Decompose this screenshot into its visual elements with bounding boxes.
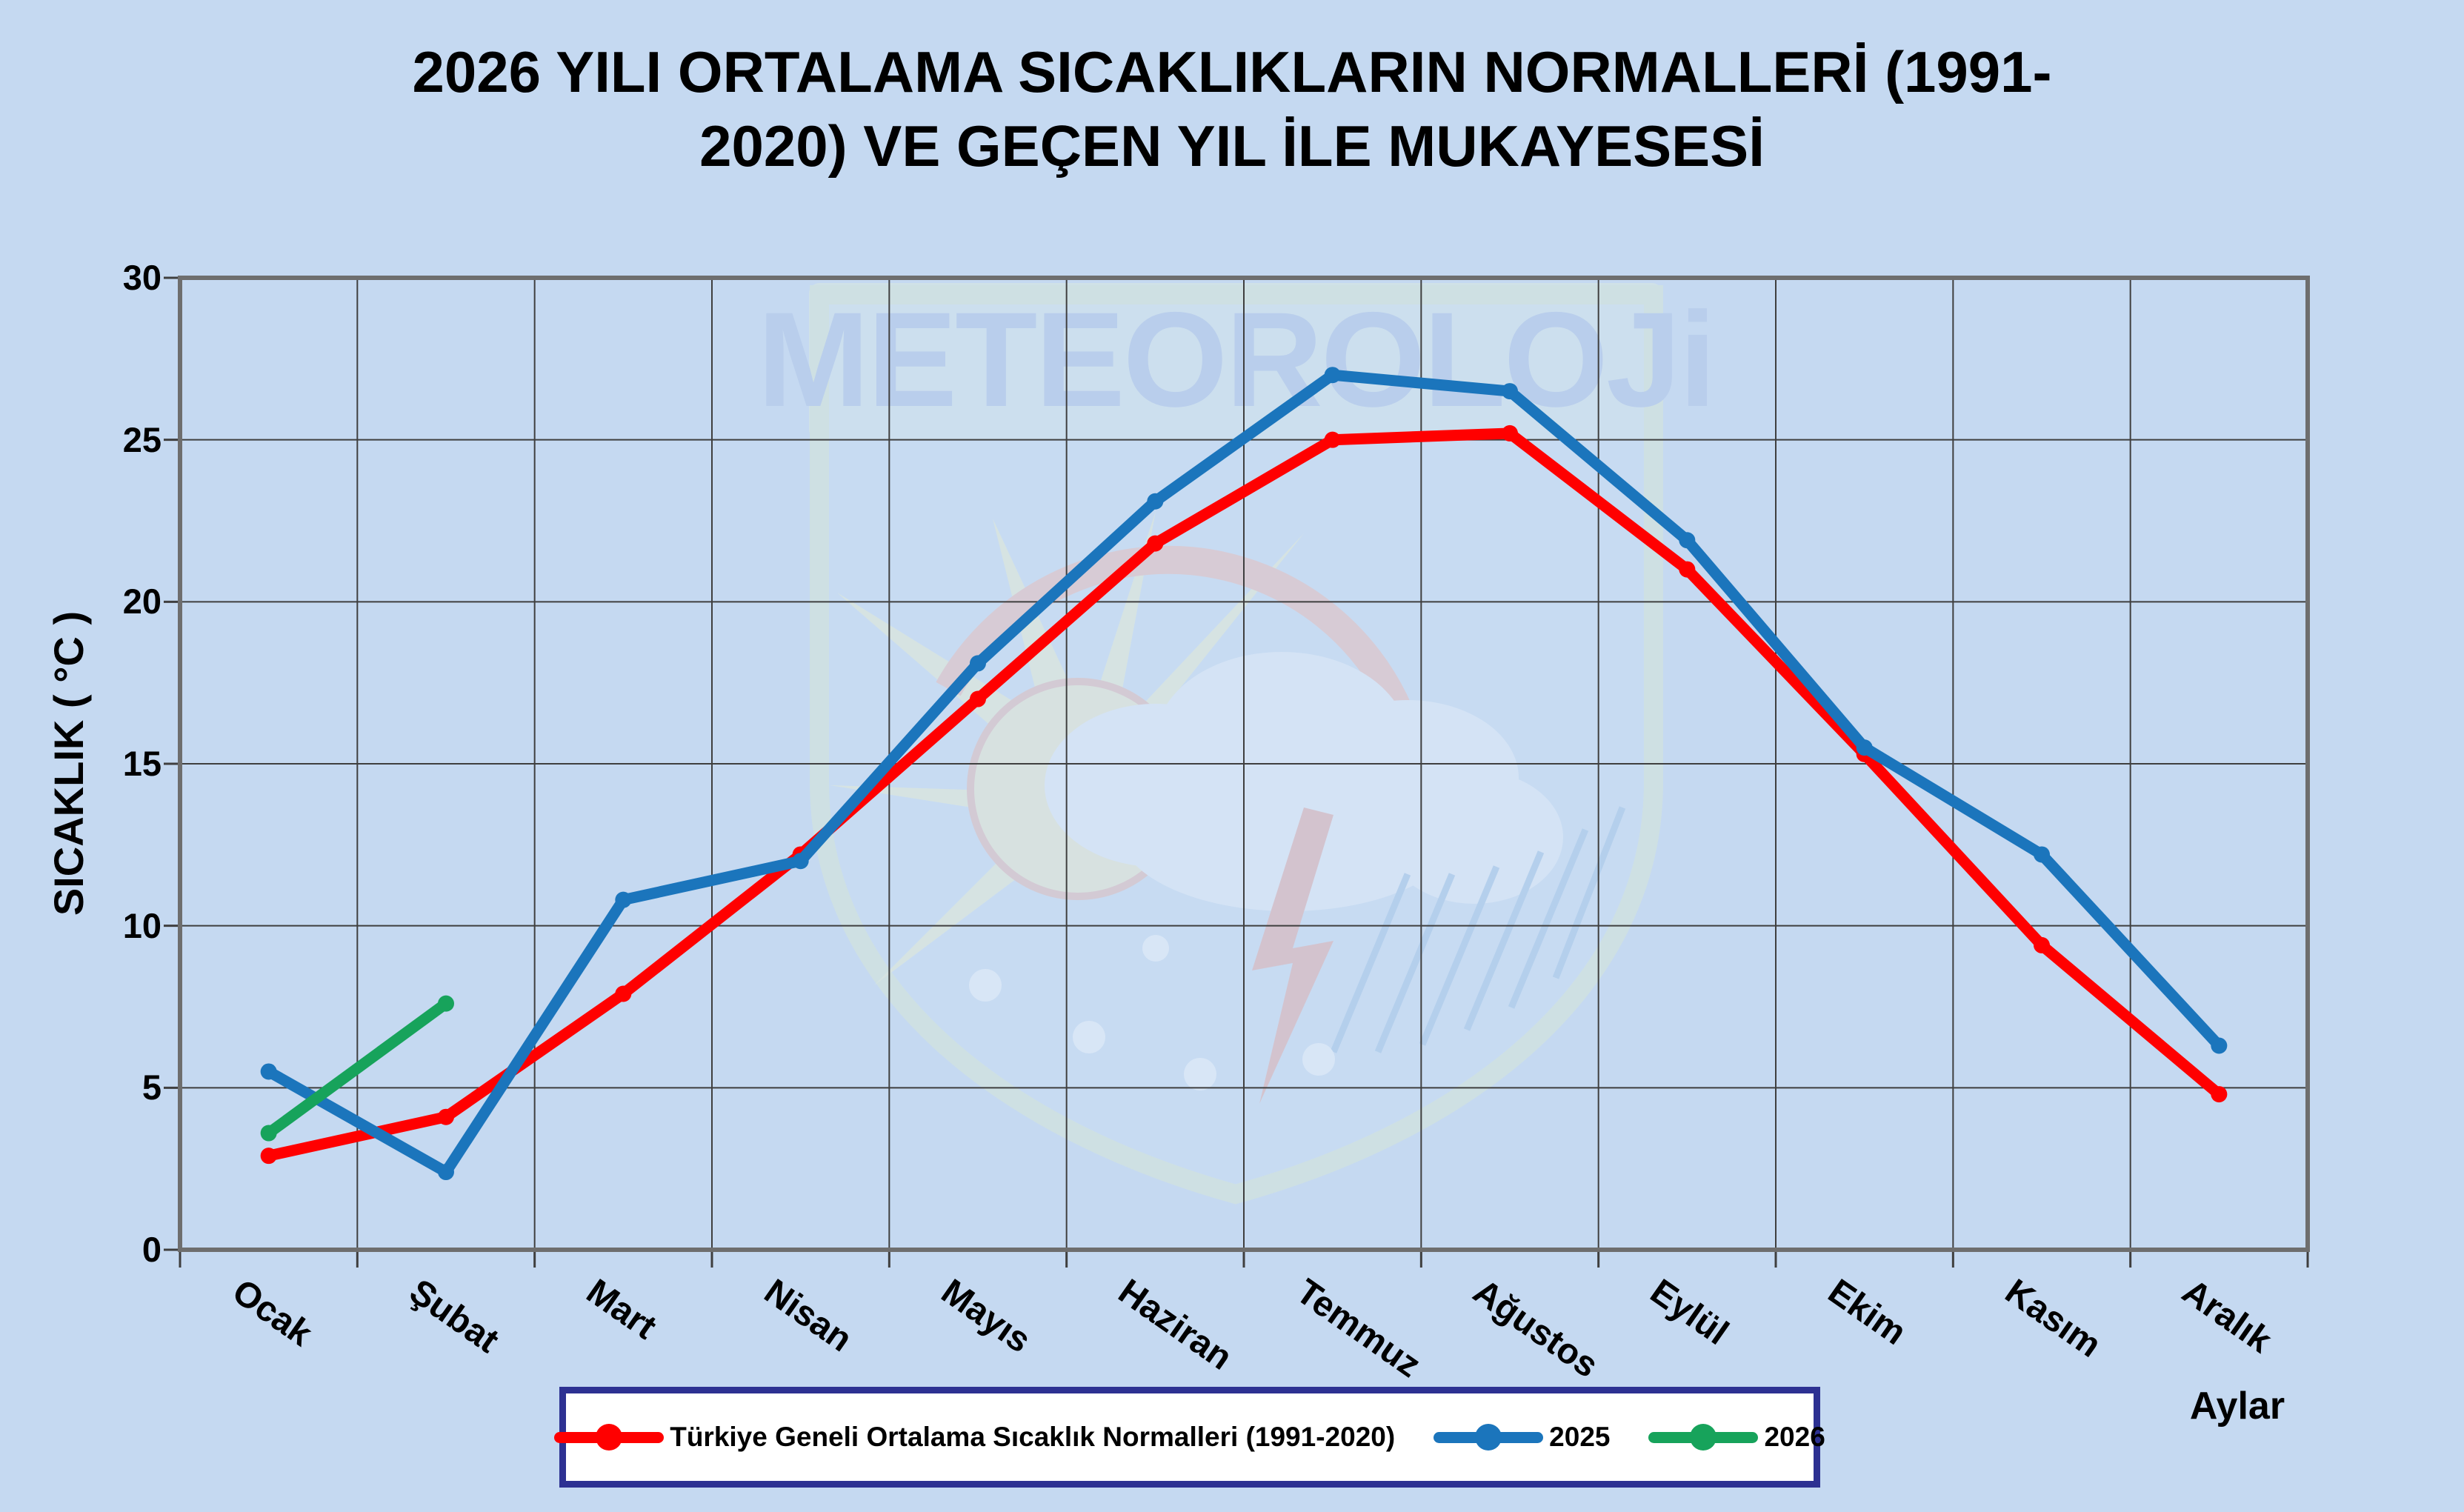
legend-item-normals: Türkiye Geneli Ortalama Sıcaklık Normall… [554, 1422, 1395, 1453]
data-point-marker [438, 1108, 454, 1125]
data-point-marker [615, 891, 632, 908]
data-point-marker [970, 655, 986, 672]
data-point-marker [2034, 846, 2050, 863]
data-point-marker [1147, 493, 1164, 510]
legend-label-2025: 2025 [1549, 1422, 1611, 1452]
data-point-marker [2034, 936, 2050, 953]
y-tick-label: 25 [122, 419, 162, 459]
data-point-marker [260, 1148, 277, 1165]
data-point-marker [438, 1164, 454, 1181]
legend-item-2025: 2025 [1434, 1422, 1610, 1453]
y-tick-label: 5 [141, 1068, 162, 1108]
series-line-normals [263, 427, 2225, 1162]
y-tick-label: 30 [122, 258, 162, 297]
data-point-marker [438, 995, 454, 1012]
watermark-text: METEOROLOJi [757, 284, 1714, 435]
data-point-marker [615, 985, 632, 1002]
legend-item-2026: 2026 [1648, 1422, 1825, 1453]
y-tick-label: 10 [122, 905, 162, 945]
data-point-marker [1502, 424, 1518, 442]
data-point-marker [260, 1063, 277, 1080]
legend: Türkiye Geneli Ortalama Sıcaklık Normall… [554, 1387, 1825, 1488]
y-tick-label: 20 [122, 582, 162, 622]
data-point-marker [1324, 431, 1341, 448]
normals-series-marker-icon [554, 1424, 665, 1451]
data-point-marker [792, 853, 809, 870]
data-point-marker [1856, 739, 1873, 756]
series-line-2025 [263, 369, 2225, 1178]
data-series [260, 367, 2228, 1181]
data-point-marker [1324, 367, 1341, 384]
meteoroloji-watermark-logo: METEOROLOJi [757, 283, 1717, 1205]
data-point-marker [2211, 1086, 2228, 1103]
legend-label-normals: Türkiye Geneli Ortalama Sıcaklık Normall… [670, 1422, 1396, 1452]
data-point-marker [970, 690, 986, 707]
year-2025-series-marker-icon [1434, 1424, 1544, 1451]
data-point-marker [1147, 535, 1164, 552]
year-2026-series-marker-icon [1648, 1424, 1759, 1451]
chart-title-line2: 2020) VE GEÇEN YIL İLE MUKAYESESİ [699, 113, 1765, 179]
data-point-marker [1679, 561, 1696, 578]
plot-border [178, 276, 2310, 1252]
series-line-2026 [263, 998, 452, 1139]
data-point-marker [1679, 532, 1696, 549]
y-tick-label: 15 [122, 744, 162, 783]
legend-label-2026: 2026 [1764, 1422, 1825, 1452]
data-point-marker [1502, 383, 1518, 400]
y-tick-label: 0 [141, 1230, 162, 1269]
chart-title-line1: 2026 YILI ORTALAMA SICAKLIKLARIN NORMALL… [412, 39, 2052, 104]
x-axis-title: Aylar [2189, 1385, 2285, 1428]
data-point-marker [2211, 1037, 2228, 1054]
data-point-marker [260, 1125, 277, 1142]
chart-title: 2026 YILI ORTALAMA SICAKLIKLARIN NORMALL… [0, 36, 2464, 184]
